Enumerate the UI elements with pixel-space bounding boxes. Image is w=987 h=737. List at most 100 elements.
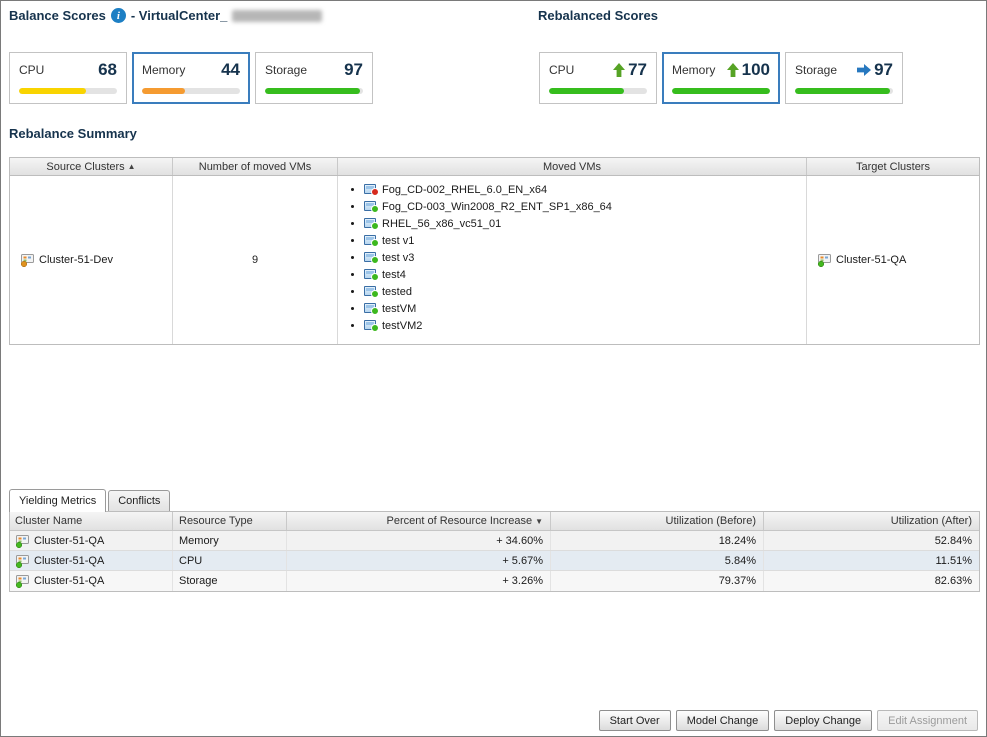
score-bar bbox=[142, 88, 240, 94]
balance-card-cpu[interactable]: CPU 68 bbox=[9, 52, 127, 104]
tab-conflicts[interactable]: Conflicts bbox=[108, 490, 171, 511]
metrics-cluster-name: Cluster-51-QA bbox=[34, 575, 105, 587]
card-label: CPU bbox=[549, 63, 575, 77]
card-value: 68 bbox=[98, 60, 117, 79]
card-value: 77 bbox=[628, 60, 647, 79]
moved-vm-name: Fog_CD-003_Win2008_R2_ENT_SP1_x86_64 bbox=[382, 201, 612, 213]
vcenter-label: - VirtualCenter_ bbox=[130, 8, 228, 23]
tab-yielding-metrics[interactable]: Yielding Metrics bbox=[9, 489, 107, 512]
source-cluster-name: Cluster-51-Dev bbox=[39, 254, 113, 266]
column-header-label: Percent of Resource Increase bbox=[386, 515, 533, 527]
moved-count-cell: 9 bbox=[173, 176, 338, 344]
metrics-percent-increase: + 3.26% bbox=[287, 571, 551, 591]
column-header-label: Cluster Name bbox=[15, 515, 83, 527]
info-icon[interactable]: i bbox=[110, 8, 126, 23]
vm-on-icon bbox=[364, 303, 379, 315]
vm-on-icon bbox=[364, 252, 379, 264]
metrics-utilization-after: 52.84% bbox=[934, 534, 972, 547]
moved-vm-name: test4 bbox=[382, 269, 406, 281]
vm-on-icon bbox=[364, 218, 379, 230]
card-label: Storage bbox=[795, 63, 838, 77]
metrics-cluster-name: Cluster-51-QA bbox=[34, 534, 105, 547]
card-value: 100 bbox=[741, 60, 770, 79]
vm-on-icon bbox=[364, 201, 379, 213]
metrics-tabs: Yielding Metrics Conflicts bbox=[9, 489, 171, 512]
balance-scores-header: Balance Scores i - VirtualCenter_ bbox=[9, 8, 323, 23]
column-header-label: Number of moved VMs bbox=[198, 160, 312, 173]
summary-table-row: Cluster-51-Dev 9 Fog_CD-002_RHEL_6.0_EN_… bbox=[10, 176, 979, 344]
vm-error-icon bbox=[364, 184, 379, 196]
vm-on-icon bbox=[364, 269, 379, 281]
balance-card-storage[interactable]: Storage 97 bbox=[255, 52, 373, 104]
moved-vm-item: test v3 bbox=[364, 252, 806, 264]
moved-vms-list: Fog_CD-002_RHEL_6.0_EN_x64 Fog_CD-003_Wi… bbox=[338, 184, 806, 332]
rebalanced-card-cpu[interactable]: CPU 77 bbox=[539, 52, 657, 104]
moved-vm-name: RHEL_56_x86_vc51_01 bbox=[382, 218, 502, 230]
card-label: Storage bbox=[265, 63, 308, 77]
trend-up-icon bbox=[726, 63, 739, 77]
metrics-utilization-after: 11.51% bbox=[935, 554, 973, 567]
column-header-utilization-before[interactable]: Utilization (Before) bbox=[551, 512, 764, 530]
model-change-button[interactable]: Model Change bbox=[675, 710, 770, 731]
rebalanced-scores-section: CPU 77 Memory 100 Storage bbox=[539, 52, 903, 104]
column-header-source-clusters[interactable]: Source Clusters ▲ bbox=[10, 158, 173, 175]
sort-desc-icon: ▼ bbox=[535, 516, 543, 526]
column-header-label: Resource Type bbox=[179, 515, 253, 527]
moved-vm-item: Fog_CD-003_Win2008_R2_ENT_SP1_x86_64 bbox=[364, 201, 806, 213]
score-bar bbox=[549, 88, 647, 94]
footer-actions: Start Over Model Change Deploy Change Ed… bbox=[598, 710, 978, 731]
rebalanced-card-memory[interactable]: Memory 100 bbox=[662, 52, 780, 104]
column-header-resource-type[interactable]: Resource Type bbox=[173, 512, 287, 530]
rebalance-summary-table: Source Clusters ▲ Number of moved VMs Mo… bbox=[9, 157, 980, 345]
metrics-cluster-name: Cluster-51-QA bbox=[34, 554, 105, 567]
trend-same-icon bbox=[857, 64, 872, 76]
cluster-icon bbox=[15, 554, 29, 568]
source-cluster-cell: Cluster-51-Dev bbox=[10, 176, 173, 344]
column-header-label: Moved VMs bbox=[542, 160, 602, 173]
metrics-table-header: Cluster Name Resource Type Percent of Re… bbox=[10, 512, 979, 531]
vm-on-icon bbox=[364, 235, 379, 247]
page-title: Balance Scores bbox=[9, 8, 106, 23]
moved-vm-item: test4 bbox=[364, 269, 806, 281]
column-header-utilization-after[interactable]: Utilization (After) bbox=[764, 512, 979, 530]
vm-on-icon bbox=[364, 320, 379, 332]
moved-vm-item: RHEL_56_x86_vc51_01 bbox=[364, 218, 806, 230]
balance-card-memory[interactable]: Memory 44 bbox=[132, 52, 250, 104]
column-header-moved-vms[interactable]: Moved VMs bbox=[338, 158, 807, 175]
metrics-row[interactable]: Cluster-51-QA Storage + 3.26% 79.37% 82.… bbox=[10, 571, 979, 591]
score-bar bbox=[795, 88, 893, 94]
rebalanced-card-storage[interactable]: Storage 97 bbox=[785, 52, 903, 104]
metrics-row[interactable]: Cluster-51-QA Memory + 34.60% 18.24% 52.… bbox=[10, 531, 979, 551]
metrics-row[interactable]: Cluster-51-QA CPU + 5.67% 5.84% 11.51% bbox=[10, 551, 979, 571]
metrics-percent-increase: + 34.60% bbox=[287, 531, 551, 550]
card-label: Memory bbox=[672, 63, 716, 77]
moved-vm-item: Fog_CD-002_RHEL_6.0_EN_x64 bbox=[364, 184, 806, 196]
moved-vm-name: Fog_CD-002_RHEL_6.0_EN_x64 bbox=[382, 184, 548, 196]
vm-on-icon bbox=[364, 286, 379, 298]
score-bar bbox=[672, 88, 770, 94]
column-header-target-clusters[interactable]: Target Clusters bbox=[807, 158, 979, 175]
column-header-label: Utilization (After) bbox=[890, 515, 972, 527]
column-header-moved-count[interactable]: Number of moved VMs bbox=[173, 158, 338, 175]
metrics-resource-type: CPU bbox=[173, 551, 287, 570]
metrics-percent-increase: + 5.67% bbox=[287, 551, 551, 570]
moved-vm-item: testVM2 bbox=[364, 320, 806, 332]
cluster-icon bbox=[15, 575, 29, 588]
metrics-resource-type: Storage bbox=[173, 571, 287, 591]
start-over-button[interactable]: Start Over bbox=[598, 710, 671, 731]
cluster-icon bbox=[20, 254, 34, 267]
deploy-change-button[interactable]: Deploy Change bbox=[774, 710, 873, 731]
column-header-cluster-name[interactable]: Cluster Name bbox=[10, 512, 173, 530]
card-label: Memory bbox=[142, 63, 186, 77]
column-header-label: Target Clusters bbox=[856, 160, 930, 173]
cluster-icon bbox=[15, 534, 29, 548]
sort-asc-icon: ▲ bbox=[127, 162, 136, 171]
moved-vm-item: tested bbox=[364, 286, 806, 298]
moved-vm-item: test v1 bbox=[364, 235, 806, 247]
moved-vm-name: testVM2 bbox=[382, 320, 423, 332]
metrics-utilization-after: 82.63% bbox=[934, 575, 972, 587]
rebalance-summary-title: Rebalance Summary bbox=[9, 126, 137, 141]
column-header-percent-increase[interactable]: Percent of Resource Increase ▼ bbox=[287, 512, 551, 530]
summary-table-header: Source Clusters ▲ Number of moved VMs Mo… bbox=[10, 158, 979, 176]
